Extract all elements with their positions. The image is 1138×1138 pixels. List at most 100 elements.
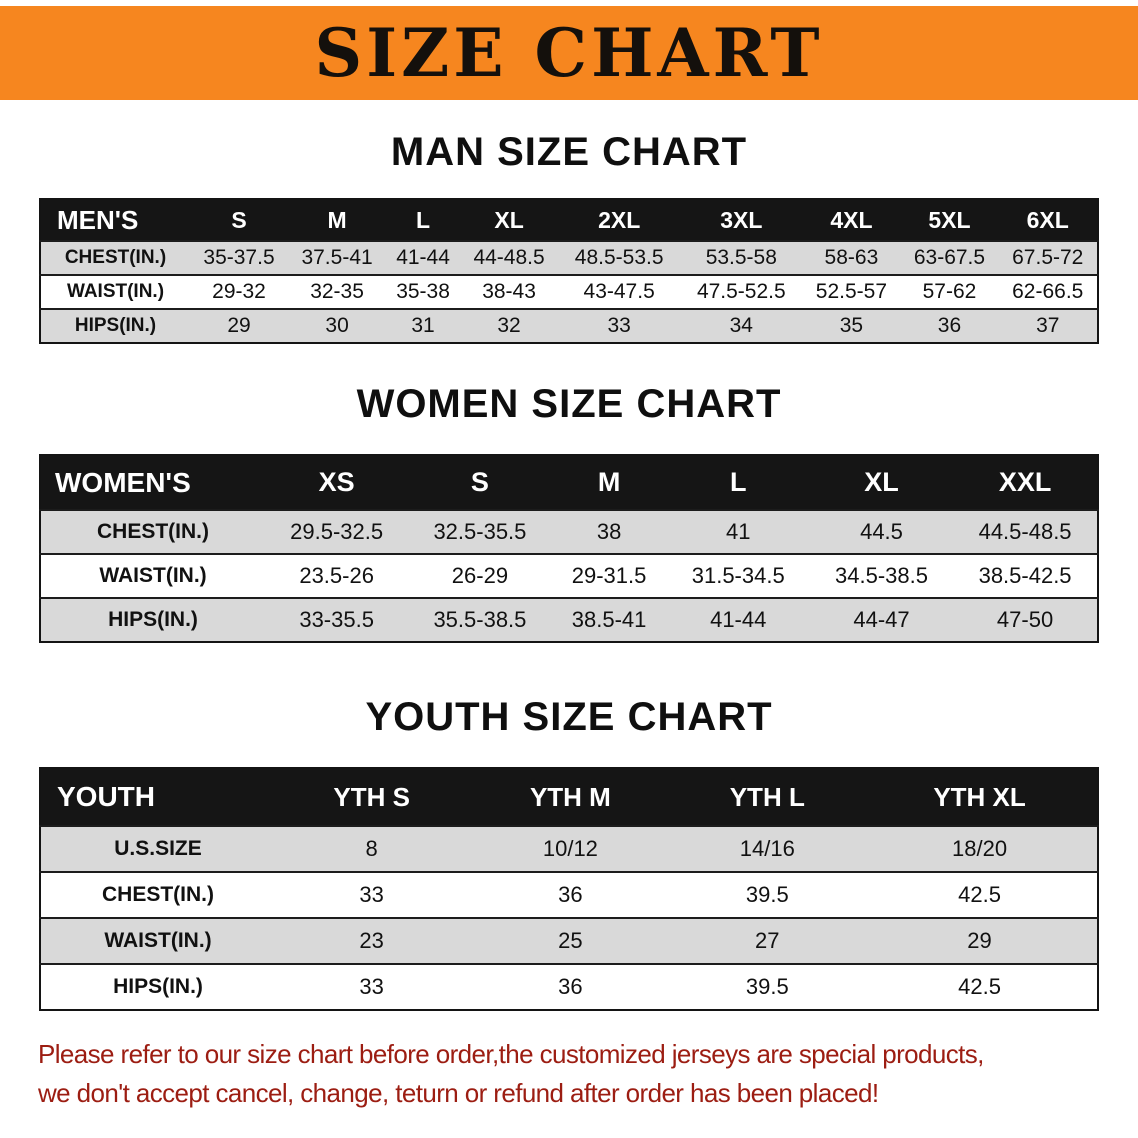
size-header-cell: S [470, 467, 489, 497]
value-cell: 39.5 [672, 871, 863, 918]
value-cell: 44-47 [809, 597, 954, 642]
row-label-cell: CHEST(IN.) [40, 509, 265, 554]
row-label-cell: WAIST(IN.) [40, 553, 265, 598]
value-cell: 42.5 [862, 871, 1098, 918]
table-row: U.S.SIZE 8 10/12 14/16 18/20 [40, 825, 1098, 872]
value-cell: 32-35 [288, 274, 387, 309]
value-cell: 57-62 [900, 274, 999, 309]
value-cell: 39.5 [672, 963, 863, 1010]
value-cell: 35.5-38.5 [408, 597, 552, 642]
table-header-row: MEN'S S M L XL 2XL 3XL 4XL 5XL 6XL [40, 199, 1098, 241]
value-cell: 44-48.5 [460, 240, 559, 275]
value-cell: 38.5-41 [551, 597, 667, 642]
size-header-cell: L [729, 467, 747, 497]
disclaimer-line-1: Please refer to our size chart before or… [38, 1039, 984, 1069]
row-label-cell: HIPS(IN.) [40, 963, 275, 1010]
value-cell: 33 [275, 963, 469, 1010]
size-header-cell: XL [494, 206, 524, 233]
value-cell: 26-29 [408, 553, 552, 598]
value-cell: 14/16 [672, 825, 863, 872]
value-cell: 35-38 [386, 274, 461, 309]
size-chart-page: SIZE CHART MAN SIZE CHART MEN'S S M L XL 2XL 3… [0, 6, 1138, 1113]
value-cell: 42.5 [862, 963, 1098, 1010]
youth-size-table: YOUTH YTH S YTH M YTH L YTH XL U.S.SIZE 8 10/12… [39, 767, 1099, 1011]
value-cell: 37.5-41 [288, 240, 387, 275]
value-cell: 18/20 [862, 825, 1098, 872]
value-cell: 48.5-53.5 [558, 240, 681, 275]
value-cell: 34 [680, 308, 803, 343]
value-cell: 29 [862, 917, 1098, 964]
table-row: CHEST(IN.) 33 36 39.5 42.5 [40, 871, 1098, 918]
value-cell: 10/12 [468, 825, 673, 872]
row-label-cell: CHEST(IN.) [40, 871, 275, 918]
table-row: HIPS(IN.) 33-35.5 35.5-38.5 38.5-41 41-44 44-… [40, 597, 1098, 642]
value-cell: 52.5-57 [802, 274, 901, 309]
value-cell: 62-66.5 [998, 274, 1098, 309]
table-row: HIPS(IN.) 33 36 39.5 42.5 [40, 963, 1098, 1010]
table-row: WAIST(IN.) 23 25 27 29 [40, 917, 1098, 964]
value-cell: 27 [672, 917, 863, 964]
value-cell: 23 [275, 917, 469, 964]
table-row: HIPS(IN.) 29 30 31 32 33 34 35 36 37 [40, 308, 1098, 343]
value-cell: 23.5-26 [265, 553, 409, 598]
value-cell: 32.5-35.5 [408, 509, 552, 554]
size-header-cell: 6XL [1026, 206, 1069, 233]
table-row: CHEST(IN.) 29.5-32.5 32.5-35.5 38 41 44.5 44.5… [40, 509, 1098, 554]
value-cell: 33-35.5 [265, 597, 409, 642]
value-cell: 29.5-32.5 [265, 509, 409, 554]
size-header-cell: YTH XL [933, 781, 1026, 812]
banner: SIZE CHART [0, 6, 1138, 100]
row-label-cell: WAIST(IN.) [40, 917, 275, 964]
size-header-cell: S [231, 206, 247, 233]
size-header-cell: YTH S [333, 781, 410, 812]
value-cell: 36 [468, 871, 673, 918]
table-row: WAIST(IN.) 29-32 32-35 35-38 38-43 43-47.5 47.… [40, 274, 1098, 309]
value-cell: 34.5-38.5 [809, 553, 954, 598]
row-label-cell: HIPS(IN.) [40, 597, 265, 642]
disclaimer: Please refer to our size chart before or… [38, 1035, 1138, 1113]
value-cell: 30 [288, 308, 387, 343]
size-header-cell: XL [864, 467, 899, 497]
women-section-heading: WOMEN SIZE CHART [356, 382, 782, 426]
size-header-cell: 2XL [598, 206, 641, 233]
table-header-row: WOMEN'S XS S M L XL XXL [40, 455, 1098, 510]
size-header-cell: L [416, 206, 431, 233]
row-label-cell: U.S.SIZE [40, 825, 275, 872]
value-cell: 33 [275, 871, 469, 918]
value-cell: 47.5-52.5 [680, 274, 803, 309]
value-cell: 41-44 [386, 240, 461, 275]
row-label-cell: WAIST(IN.) [40, 274, 190, 309]
value-cell: 36 [900, 308, 999, 343]
value-cell: 63-67.5 [900, 240, 999, 275]
value-cell: 53.5-58 [680, 240, 803, 275]
value-cell: 58-63 [802, 240, 901, 275]
table-row: CHEST(IN.) 35-37.5 37.5-41 41-44 44-48.5 48.5… [40, 240, 1098, 275]
table-title-cell: YOUTH [57, 781, 155, 812]
women-size-section: WOMEN SIZE CHART WOMEN'S XS S M L XL XXL CHEST(… [0, 382, 1138, 643]
size-header-cell: 3XL [720, 206, 763, 233]
value-cell: 41 [666, 509, 810, 554]
men-section-heading: MAN SIZE CHART [390, 130, 748, 174]
size-header-cell: YTH M [529, 781, 611, 812]
value-cell: 44.5-48.5 [953, 509, 1098, 554]
value-cell: 33 [558, 308, 681, 343]
value-cell: 25 [468, 917, 673, 964]
value-cell: 35-37.5 [190, 240, 289, 275]
size-header-cell: 5XL [928, 206, 971, 233]
size-header-cell: 4XL [830, 206, 873, 233]
size-header-cell: M [597, 467, 621, 497]
table-title-cell: WOMEN'S [55, 466, 191, 498]
value-cell: 38 [551, 509, 667, 554]
row-label-cell: HIPS(IN.) [40, 308, 190, 343]
value-cell: 38-43 [460, 274, 559, 309]
men-size-table: MEN'S S M L XL 2XL 3XL 4XL 5XL 6XL CHEST(IN.) 35-37… [39, 198, 1099, 344]
table-title-cell: MEN'S [57, 204, 139, 235]
value-cell: 32 [460, 308, 559, 343]
youth-section-heading: YOUTH SIZE CHART [365, 695, 773, 739]
value-cell: 47-50 [953, 597, 1098, 642]
value-cell: 29-31.5 [551, 553, 667, 598]
value-cell: 67.5-72 [998, 240, 1098, 275]
disclaimer-line-2: we don't accept cancel, change, teturn o… [38, 1078, 879, 1108]
size-header-cell: XXL [998, 467, 1052, 497]
size-header-cell: M [327, 206, 347, 233]
